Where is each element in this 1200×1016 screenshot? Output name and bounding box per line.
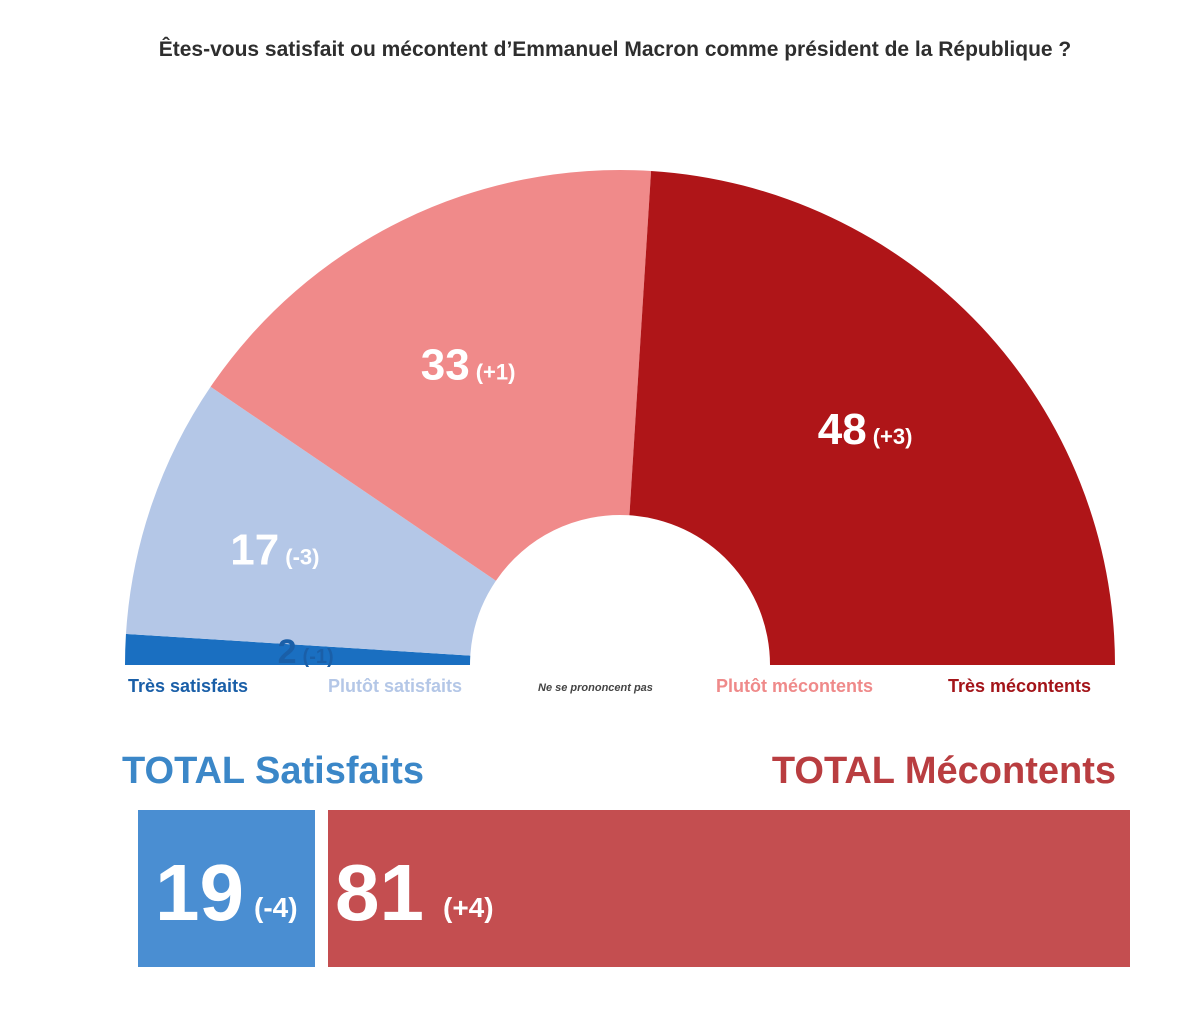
total-mecontents-box bbox=[328, 810, 1130, 967]
slice-tres-mecontents bbox=[629, 170, 1115, 665]
slice-plutot-satisfaits-label: 17 (-3) bbox=[230, 526, 319, 575]
legend-ne-se-prononcent-pas: Ne se prononcent pas bbox=[538, 682, 653, 694]
legend-plutot-satisfaits: Plutôt satisfaits bbox=[328, 676, 463, 696]
total-mecontents-change: (+4) bbox=[443, 892, 494, 923]
slice-plutot-satisfaits bbox=[125, 386, 496, 656]
total-satisfaits-change: (-4) bbox=[254, 892, 298, 923]
legend-tres-mecontents: Très mécontents bbox=[948, 676, 1092, 696]
total-satisfaits-value: 19 bbox=[155, 848, 244, 937]
legend-tres-satisfaits: Très satisfaits bbox=[128, 676, 249, 696]
slice-tres-satisfaits bbox=[125, 633, 471, 665]
total-satisfaits-box bbox=[138, 810, 315, 967]
legend-plutot-mecontents: Plutôt mécontents bbox=[716, 676, 874, 696]
chart-title: Êtes-vous satisfait ou mécontent d’Emman… bbox=[158, 38, 1072, 61]
total-mecontents-value: 81 bbox=[335, 848, 424, 937]
slice-plutot-mecontents-label: 33 (+1) bbox=[421, 340, 516, 389]
total-satisfaits-title: TOTAL Satisfaits bbox=[122, 750, 424, 792]
slice-tres-satisfaits-label: 2 (-1) bbox=[278, 633, 334, 671]
slice-plutot-mecontents bbox=[210, 170, 652, 581]
slice-tres-mecontents-label: 48 (+3) bbox=[818, 405, 913, 454]
semicircle-gauge: 2 (-1) 17 (-3) 33 (+1) 48 (+3) bbox=[125, 170, 1115, 671]
total-mecontents-title: TOTAL Mécontents bbox=[771, 750, 1116, 792]
